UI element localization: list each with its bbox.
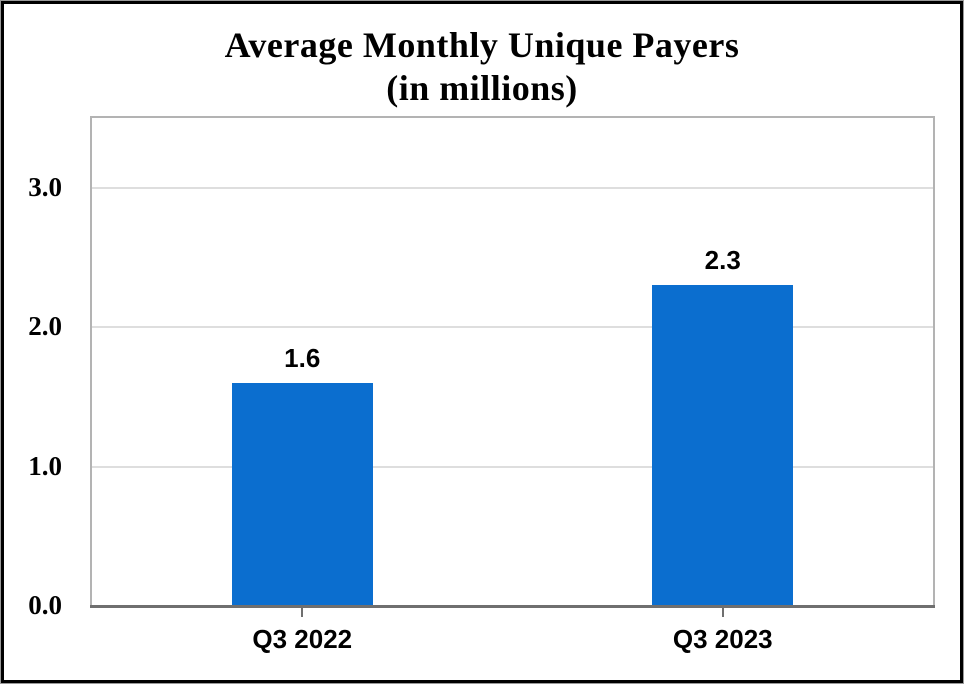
x-axis-category-label: Q3 2023 <box>672 624 773 654</box>
bar-q3-2023 <box>652 285 794 606</box>
bar-value-label: 1.6 <box>284 342 321 373</box>
chart-title: Average Monthly Unique Payers <box>224 25 740 65</box>
chart-subtitle: (in millions) <box>386 68 578 108</box>
x-axis-tick <box>301 608 304 617</box>
gridline <box>92 186 933 189</box>
x-axis-tick <box>721 608 724 617</box>
gridline <box>92 465 933 468</box>
y-axis-tick-label: 2.0 <box>28 311 62 342</box>
bar-value-label: 2.3 <box>704 245 741 276</box>
plot-area: 1.6 2.3 <box>90 116 935 608</box>
gridline <box>92 326 933 329</box>
y-axis-tick-label: 3.0 <box>28 171 62 202</box>
y-axis-tick-label: 1.0 <box>28 450 62 481</box>
x-axis-line <box>90 605 935 608</box>
bar-q3-2022 <box>231 382 373 606</box>
y-axis-tick-label: 0.0 <box>28 589 62 620</box>
chart-title-block: Average Monthly Unique Payers (in millio… <box>4 24 960 110</box>
x-axis-category-label: Q3 2022 <box>252 624 353 654</box>
